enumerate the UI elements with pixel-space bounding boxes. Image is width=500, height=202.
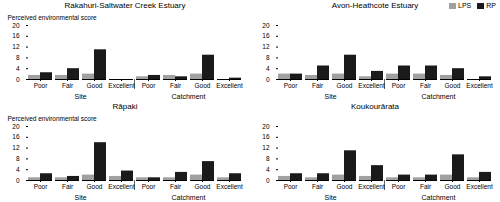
svg-text:Excellent: Excellent — [358, 183, 385, 190]
svg-text:8: 8 — [16, 155, 20, 162]
svg-text:Fair: Fair — [420, 82, 432, 89]
svg-text:20: 20 — [262, 123, 270, 130]
svg-text:4: 4 — [16, 166, 20, 173]
svg-text:Perceived environmental score: Perceived environmental score — [8, 115, 98, 122]
svg-text:Excellent: Excellent — [108, 82, 135, 89]
svg-text:Catchment: Catchment — [172, 194, 206, 201]
svg-text:4: 4 — [266, 166, 270, 173]
svg-text:Fair: Fair — [62, 82, 74, 89]
svg-text:Fair: Fair — [312, 183, 324, 190]
svg-text:Poor: Poor — [34, 183, 49, 190]
svg-text:Good: Good — [87, 82, 103, 89]
svg-text:Good: Good — [195, 82, 211, 89]
svg-text:Good: Good — [195, 183, 211, 190]
html-text:RP: RP — [486, 2, 496, 9]
svg-text:16: 16 — [12, 133, 20, 140]
svg-text:Catchment: Catchment — [172, 93, 206, 100]
svg-text:Fair: Fair — [312, 82, 324, 89]
svg-text:4: 4 — [266, 65, 270, 72]
svg-text:Poor: Poor — [142, 183, 157, 190]
svg-text:Excellent: Excellent — [216, 183, 243, 190]
svg-text:0: 0 — [266, 76, 270, 83]
svg-text:8: 8 — [16, 54, 20, 61]
svg-text:Poor: Poor — [392, 183, 407, 190]
svg-text:16: 16 — [262, 133, 270, 140]
svg-text:8: 8 — [266, 54, 270, 61]
svg-text:Poor: Poor — [34, 82, 49, 89]
html-text:Koukourārata: Koukourārata — [351, 102, 399, 111]
svg-text:Perceived environmental score: Perceived environmental score — [8, 14, 98, 21]
svg-text:0: 0 — [16, 177, 20, 184]
svg-text:Excellent: Excellent — [108, 183, 135, 190]
html-text:Avon-Heathcote Estuary: Avon-Heathcote Estuary — [331, 1, 419, 10]
svg-text:Poor: Poor — [392, 82, 407, 89]
svg-text:Site: Site — [324, 93, 336, 100]
svg-text:Fair: Fair — [420, 183, 432, 190]
svg-text:Excellent: Excellent — [216, 82, 243, 89]
svg-text:Excellent: Excellent — [358, 82, 385, 89]
svg-text:Good: Good — [445, 82, 461, 89]
svg-text:Excellent: Excellent — [466, 183, 493, 190]
svg-text:Poor: Poor — [142, 82, 157, 89]
svg-text:Poor: Poor — [284, 82, 299, 89]
svg-text:Good: Good — [337, 82, 353, 89]
svg-text:4: 4 — [16, 65, 20, 72]
svg-text:Good: Good — [337, 183, 353, 190]
svg-text:Good: Good — [445, 183, 461, 190]
html-text:Rakahuri-Saltwater Creek Estua: Rakahuri-Saltwater Creek Estuary — [64, 1, 186, 10]
svg-text:Poor: Poor — [284, 183, 299, 190]
svg-text:20: 20 — [12, 123, 20, 130]
svg-text:12: 12 — [12, 144, 20, 151]
svg-text:16: 16 — [12, 32, 20, 39]
svg-text:20: 20 — [12, 22, 20, 29]
svg-text:Fair: Fair — [62, 183, 74, 190]
svg-text:12: 12 — [262, 43, 270, 50]
html-text:Rāpaki: Rāpaki — [112, 102, 138, 111]
svg-text:20: 20 — [262, 22, 270, 29]
svg-text:Good: Good — [87, 183, 103, 190]
svg-text:Site: Site — [74, 93, 86, 100]
svg-text:16: 16 — [262, 32, 270, 39]
svg-text:8: 8 — [266, 155, 270, 162]
svg-text:Excellent: Excellent — [466, 82, 493, 89]
html-text:LPS: LPS — [458, 2, 472, 9]
svg-text:Catchment: Catchment — [422, 194, 456, 201]
svg-text:0: 0 — [266, 177, 270, 184]
svg-text:Fair: Fair — [170, 82, 182, 89]
svg-text:Catchment: Catchment — [422, 93, 456, 100]
svg-text:12: 12 — [262, 144, 270, 151]
svg-text:0: 0 — [16, 76, 20, 83]
svg-text:Fair: Fair — [170, 183, 182, 190]
svg-text:12: 12 — [12, 43, 20, 50]
svg-text:Site: Site — [74, 194, 86, 201]
svg-text:Site: Site — [324, 194, 336, 201]
